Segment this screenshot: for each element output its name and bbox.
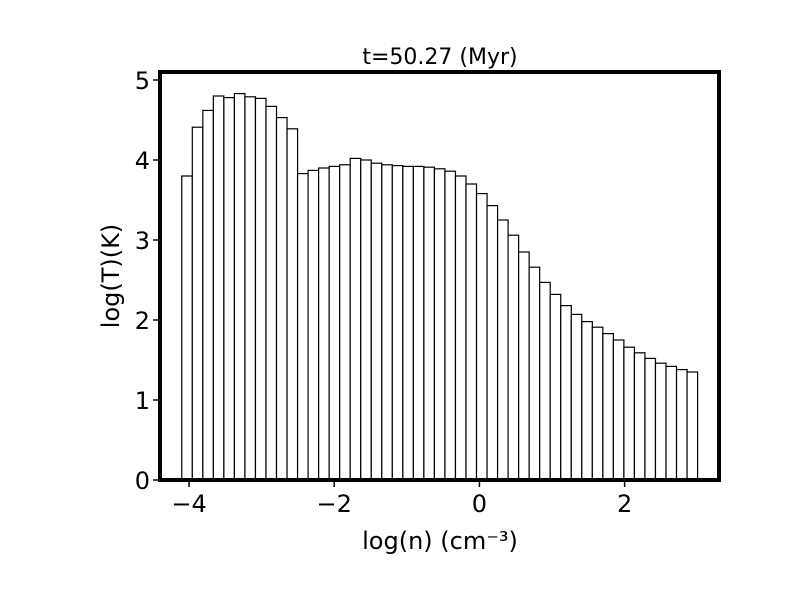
histogram-bar xyxy=(328,165,341,481)
x-tick-label: 2 xyxy=(617,490,632,518)
histogram-bar xyxy=(286,128,299,481)
histogram-bar xyxy=(391,165,404,481)
histogram-bar xyxy=(675,369,688,481)
y-tick-label: 1 xyxy=(135,387,150,415)
histogram-bar xyxy=(633,352,646,481)
chart-title: t=50.27 (Myr) xyxy=(362,45,517,70)
histogram-bar xyxy=(581,321,593,481)
y-tick-label: 0 xyxy=(135,467,150,495)
histogram-bar xyxy=(549,293,562,481)
histogram-bar xyxy=(528,266,541,481)
histogram-bar xyxy=(454,175,467,481)
histogram-bar xyxy=(381,164,393,481)
histogram-bar xyxy=(654,362,667,481)
histogram-bar xyxy=(570,313,583,481)
histogram-bar xyxy=(370,162,383,481)
histogram-bar xyxy=(318,167,330,481)
y-tick-label: 5 xyxy=(135,67,150,95)
x-tick-label: 0 xyxy=(472,490,487,518)
histogram-bar xyxy=(644,357,657,481)
histogram-bar xyxy=(349,157,362,481)
histogram-bar xyxy=(339,164,351,481)
histogram-bar xyxy=(612,339,625,481)
y-tick-label: 2 xyxy=(135,307,150,335)
histogram-bar xyxy=(623,346,636,481)
x-tick-label: −2 xyxy=(317,490,352,518)
histogram-bar xyxy=(244,96,257,481)
histogram-bar xyxy=(412,165,425,481)
y-axis-label: log(T)(K) xyxy=(97,224,125,328)
histogram-bar xyxy=(665,365,678,481)
histogram-bar xyxy=(402,165,414,481)
histogram-bar xyxy=(360,159,372,481)
histogram-bar xyxy=(486,205,499,481)
histogram-bar xyxy=(444,170,457,481)
histogram-bar xyxy=(602,333,614,481)
histogram-bar xyxy=(507,234,520,481)
histogram-bar xyxy=(191,126,204,481)
histogram-bar xyxy=(475,193,488,481)
histogram-bar xyxy=(233,92,246,481)
histogram-bar xyxy=(496,219,509,481)
histogram-bar xyxy=(539,281,551,481)
histogram-bar xyxy=(265,105,278,481)
histogram-bar xyxy=(518,251,530,481)
histogram-bar xyxy=(275,116,288,481)
histogram-bar xyxy=(254,97,267,481)
histogram-bar xyxy=(212,95,225,481)
histogram-bar xyxy=(433,168,446,481)
y-tick-label: 4 xyxy=(135,147,150,175)
histogram-bar xyxy=(296,173,309,481)
plot-frame xyxy=(158,70,721,482)
ticks-layer: −4 −2 0 2 0 1 2 3 4 5 xyxy=(135,67,633,518)
histogram-bar xyxy=(223,96,236,481)
x-axis-label: log(n) (cm⁻³) xyxy=(362,527,518,555)
histogram-bar xyxy=(686,371,699,481)
x-tick-label: −4 xyxy=(171,490,206,518)
histogram-bar xyxy=(181,175,193,481)
histogram-bar xyxy=(560,305,572,481)
histogram-bar xyxy=(423,166,436,481)
histogram-bar xyxy=(307,169,320,481)
y-tick-label: 3 xyxy=(135,227,150,255)
histogram-bar xyxy=(465,183,478,481)
histogram-bar xyxy=(591,326,604,481)
histogram-bar xyxy=(202,109,214,481)
